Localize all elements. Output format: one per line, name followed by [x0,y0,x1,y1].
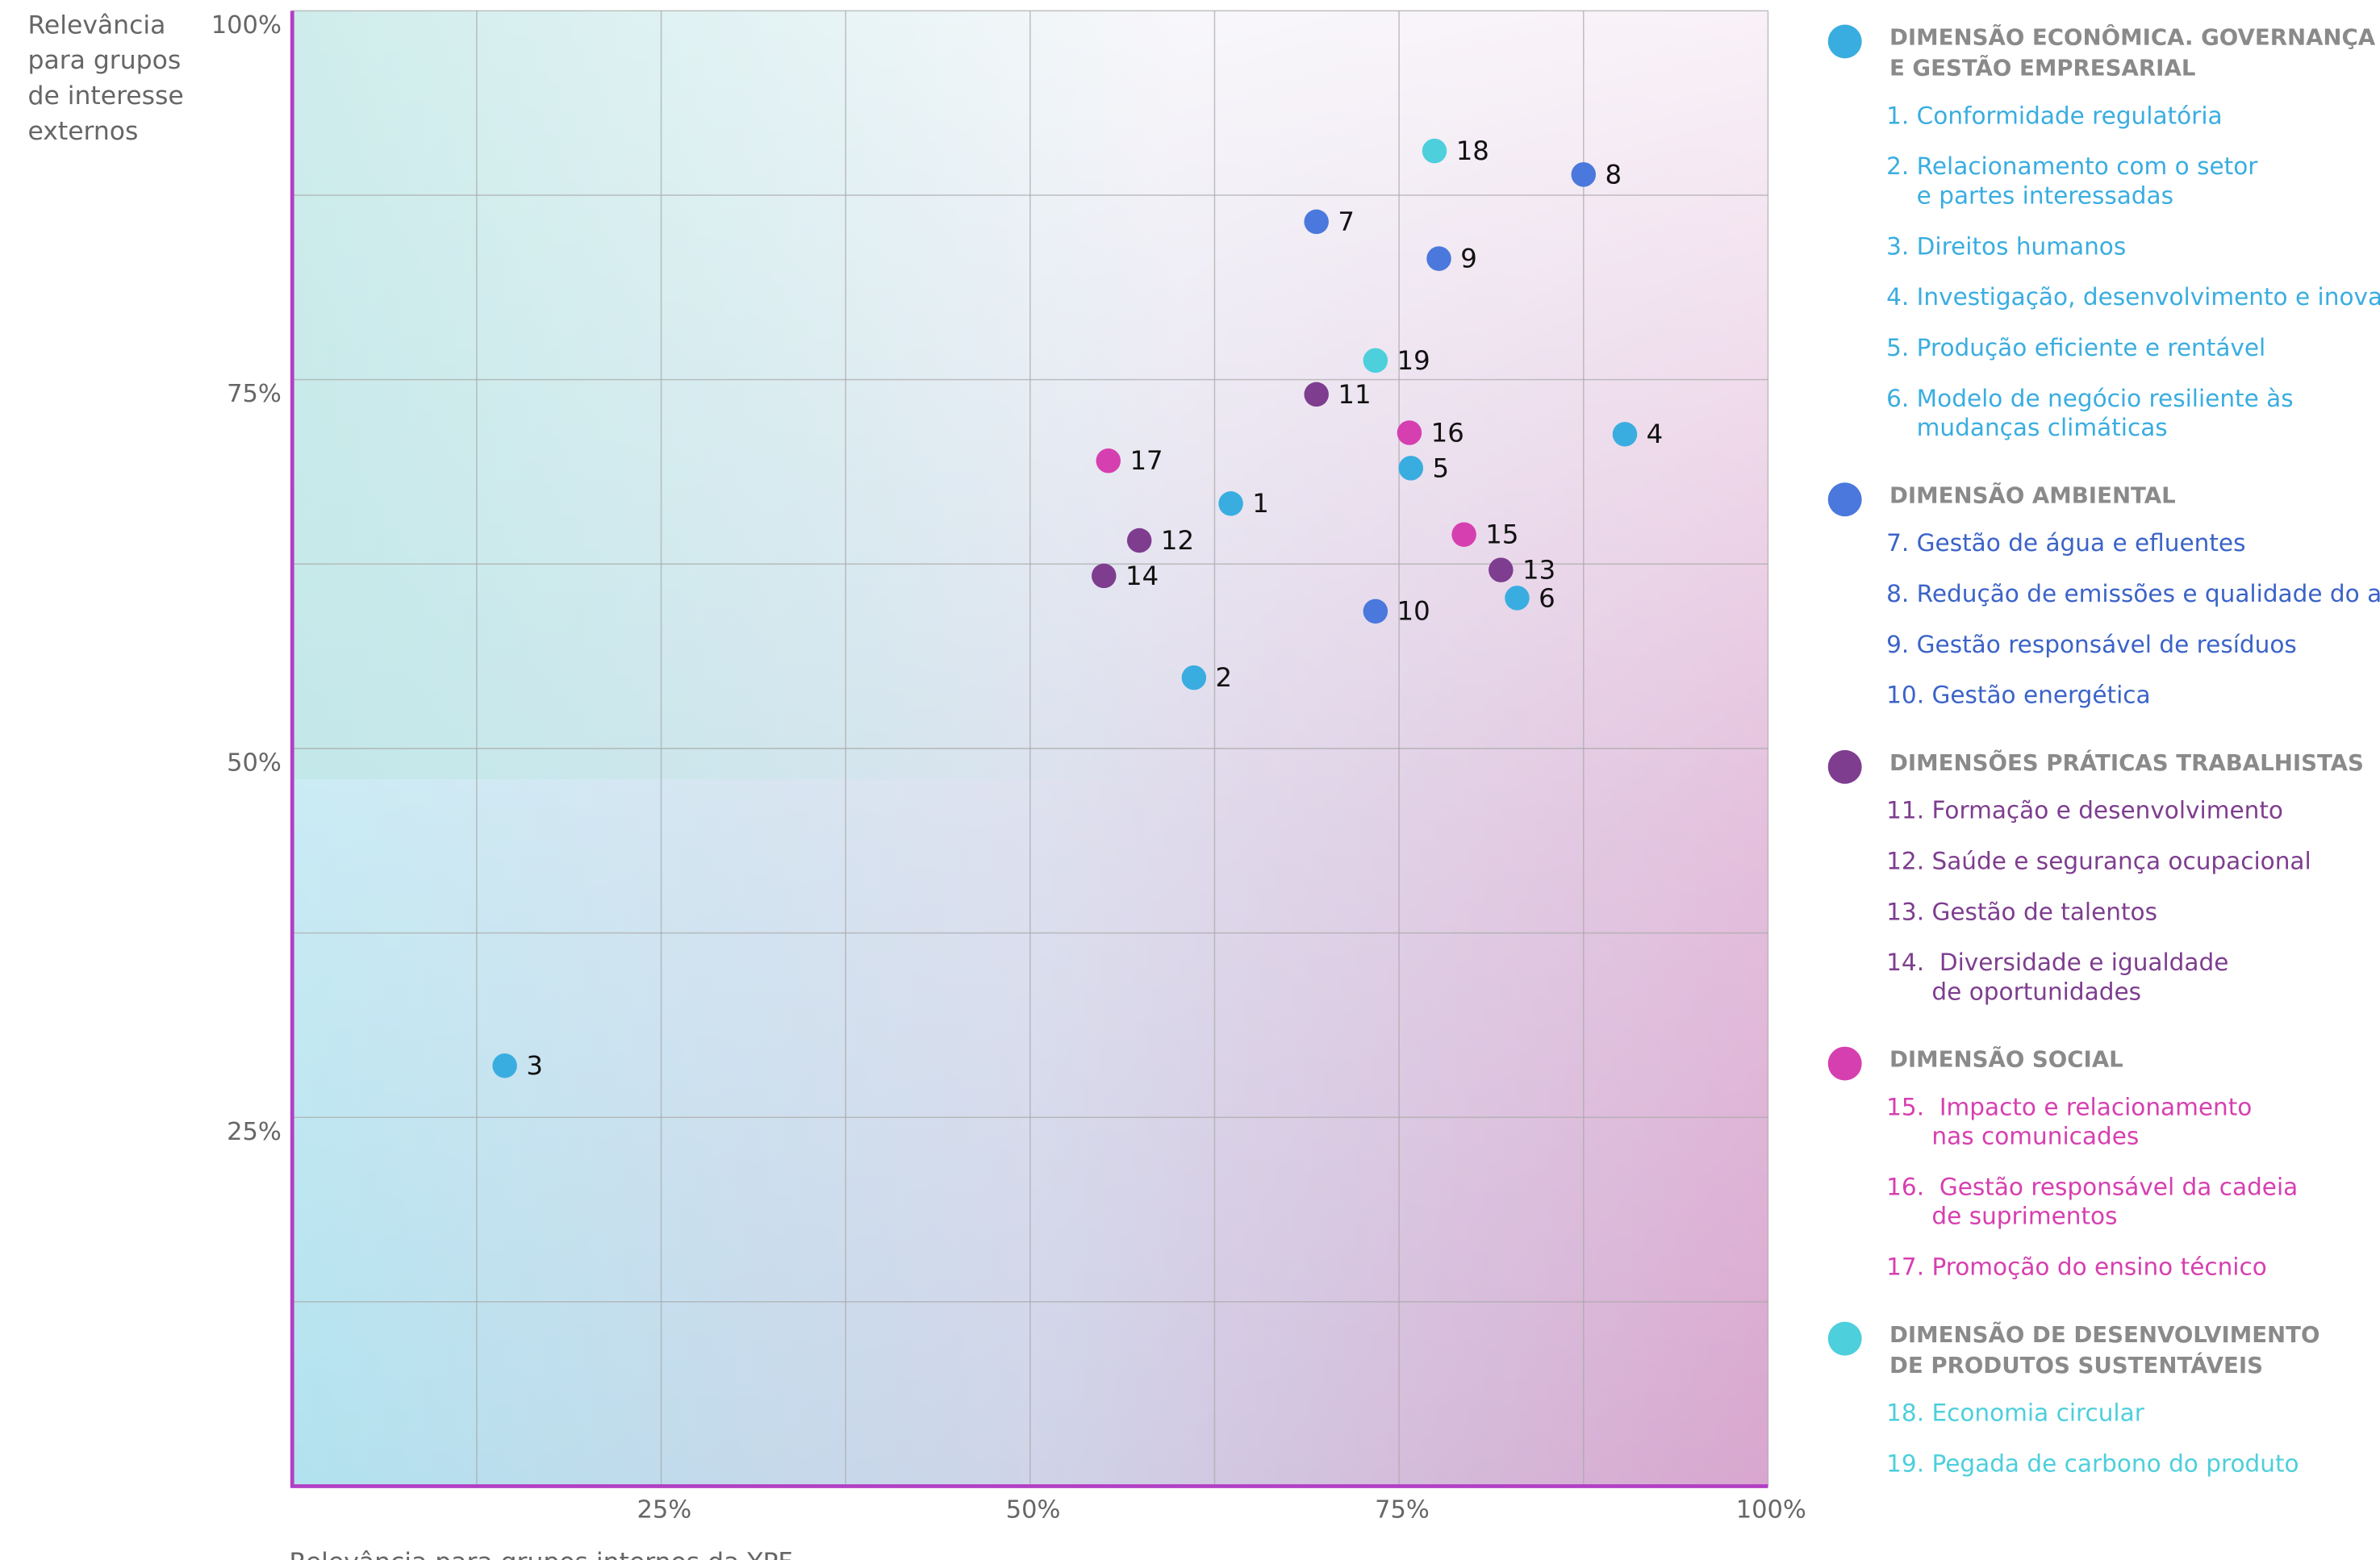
data-point [1612,422,1638,447]
legend-item: 9. Gestão responsável de resíduos [1886,631,2297,658]
legend-title: DIMENSÃO DE DESENVOLVIMENTO [1889,1320,2320,1348]
legend-title: E GESTÃO EMPRESARIAL [1889,54,2195,81]
data-point [1304,209,1329,235]
point-label: 15 [1485,519,1518,550]
data-point [1426,246,1451,271]
point-label: 12 [1161,525,1194,556]
y-tick-label: 25% [227,1118,282,1146]
legend-item: 5. Produção eficiente e rentável [1886,334,2265,361]
data-point [1422,138,1447,164]
legend-item: 16. Gestão responsável da cadeia [1886,1173,2298,1200]
legend-item: de oportunidades [1886,978,2141,1005]
point-label: 16 [1431,417,1464,448]
point-label: 5 [1432,453,1449,483]
legend-title: DIMENSÃO ECONÔMICA. GOVERNANÇA [1889,23,2376,51]
x-tick-label: 100% [1736,1496,1806,1525]
data-point [1398,456,1424,481]
point-label: 8 [1605,159,1622,190]
legend-item: 18. Economia circular [1886,1399,2145,1426]
point-label: 18 [1456,136,1489,166]
legend-marker [1827,24,1862,59]
point-label: 19 [1397,345,1430,376]
legend-item: 12. Saúde e segurança ocupacional [1886,847,2311,874]
legend-item: 7. Gestão de água e efluentes [1886,529,2245,557]
x-tick-label: 75% [1375,1496,1430,1525]
x-axis-label: Relevância para grupos internos da YPF [289,1548,792,1560]
legend-marker [1827,1321,1862,1356]
legend-item: 11. Formação e desenvolvimento [1886,797,2283,824]
data-point [1096,448,1121,473]
legend-marker [1827,1046,1862,1081]
legend-item: 6. Modelo de negócio resiliente às [1886,385,2293,412]
point-label: 10 [1397,596,1430,627]
legend-item: mudanças climáticas [1886,414,2168,441]
data-point [1126,528,1152,553]
legend-item: 4. Investigação, desenvolvimento e inova… [1886,283,2380,311]
point-label: 1 [1252,488,1269,519]
point-label: 17 [1129,445,1163,476]
point-label: 14 [1125,561,1159,591]
legend-item: 3. Direitos humanos [1886,232,2126,260]
data-point [1363,599,1388,624]
legend-item: 8. Redução de emissões e qualidade do ar [1886,580,2380,607]
legend-item: 14. Diversidade e igualdade [1886,949,2228,976]
legend-title: DE PRODUTOS SUSTENTÁVEIS [1889,1351,2263,1379]
data-point [1451,522,1476,547]
legend-item: 13. Gestão de talentos [1886,898,2157,925]
data-point [1363,348,1388,373]
point-label: 6 [1539,582,1555,613]
y-tick-label: 100% [211,11,282,40]
legend-item: 10. Gestão energética [1886,682,2150,709]
legend-item: 19. Pegada de carbono do produto [1886,1449,2299,1477]
legend-item: nas comunicades [1886,1123,2139,1150]
y-tick-label: 50% [227,749,282,777]
legend-marker [1827,749,1862,784]
x-tick-label: 25% [637,1496,691,1525]
point-label: 2 [1216,662,1233,693]
x-tick-label: 50% [1006,1496,1061,1525]
y-axis-label: de interesse [28,81,184,111]
data-point [1304,382,1329,407]
point-label: 13 [1522,555,1555,586]
legend-item: de suprimentos [1886,1203,2117,1230]
legend-item: 2. Relacionamento com o setor [1886,152,2258,180]
legend-item: e partes interessadas [1886,181,2173,209]
point-label: 7 [1338,206,1355,237]
data-point [1092,563,1117,589]
legend-item: 15. Impacto e relacionamento [1886,1093,2252,1120]
point-label: 11 [1338,379,1371,410]
point-label: 3 [526,1050,543,1081]
data-point [1218,491,1243,516]
y-axis-label: para grupos [28,46,182,75]
legend-item: 1. Conformidade regulatória [1886,102,2222,129]
point-label: 4 [1647,419,1664,449]
legend-marker [1827,482,1862,517]
legend-title: DIMENSÃO AMBIENTAL [1889,481,2176,508]
data-point [1489,557,1514,582]
data-point [492,1053,517,1078]
y-tick-label: 75% [227,380,282,408]
data-point [1505,586,1530,611]
data-point [1397,420,1422,445]
legend-title: DIMENSÃO SOCIAL [1889,1045,2123,1073]
y-axis-label: Relevância [28,10,166,40]
y-axis-label: externos [28,117,139,146]
data-point [1571,162,1597,187]
point-label: 9 [1460,244,1477,274]
legend-item: 17. Promoção do ensino técnico [1886,1253,2267,1280]
data-point [1181,665,1207,690]
legend-title: DIMENSÕES PRÁTICAS TRABALHISTAS [1889,749,2364,776]
